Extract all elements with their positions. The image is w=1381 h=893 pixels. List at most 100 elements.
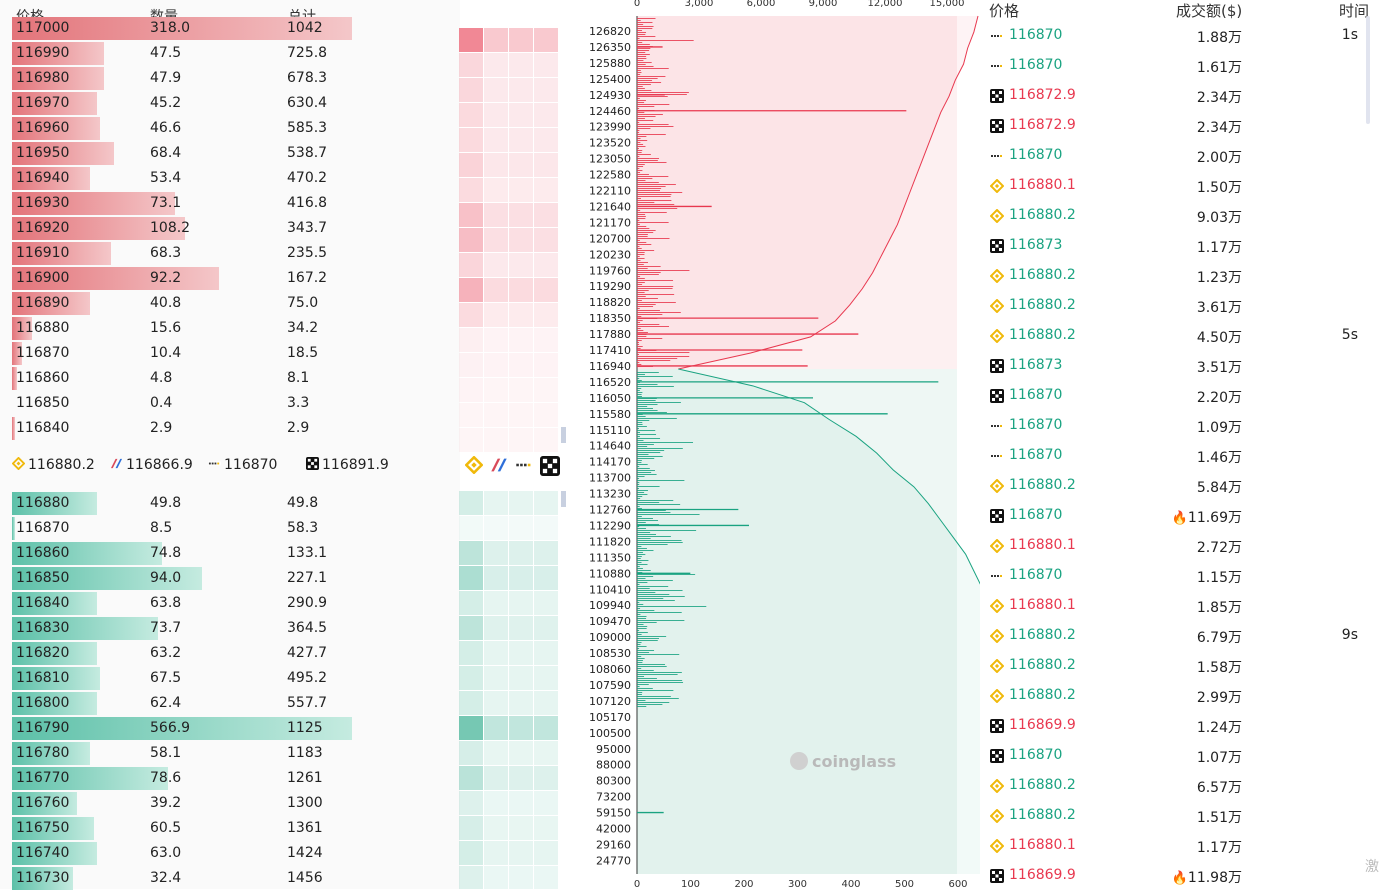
- ask-bar: [637, 148, 640, 149]
- bid-row[interactable]: 116790 566.9 1125: [12, 716, 460, 741]
- ask-row[interactable]: 116910 68.3 235.5: [12, 241, 460, 266]
- ask-row[interactable]: 116990 47.5 725.8: [12, 41, 460, 66]
- ask-row[interactable]: 116950 68.4 538.7: [12, 141, 460, 166]
- ask-bar: [637, 48, 651, 49]
- exchange-price-okx[interactable]: 116891.9: [306, 457, 389, 475]
- ask-row[interactable]: 116970 45.2 630.4: [12, 91, 460, 116]
- bid-row[interactable]: 116870 8.5 58.3: [12, 516, 460, 541]
- trade-row[interactable]: 116873 1.17万: [980, 231, 1370, 261]
- bid-qty: 78.6: [150, 770, 182, 786]
- bybit-icon[interactable]: [515, 456, 533, 478]
- ask-row[interactable]: 116840 2.9 2.9: [12, 416, 460, 441]
- trade-row[interactable]: 116869.9 1.24万: [980, 711, 1370, 741]
- y-price-label: 123050: [589, 153, 631, 166]
- ask-row[interactable]: 116870 10.4 18.5: [12, 341, 460, 366]
- trade-row[interactable]: 116870 1.88万 1s: [980, 21, 1370, 51]
- exchange-price-bybit[interactable]: 116870: [208, 457, 277, 475]
- ask-row[interactable]: 117000 318.0 1042: [12, 16, 460, 41]
- trade-row[interactable]: 116880.2 2.99万: [980, 681, 1370, 711]
- trade-row[interactable]: 116872.9 2.34万: [980, 111, 1370, 141]
- bid-row[interactable]: 116770 78.6 1261: [12, 766, 460, 791]
- ask-row[interactable]: 116860 4.8 8.1: [12, 366, 460, 391]
- bid-total: 290.9: [287, 595, 328, 611]
- trade-row[interactable]: 116870 1.61万: [980, 51, 1370, 81]
- bid-row[interactable]: 116840 63.8 290.9: [12, 591, 460, 616]
- ask-row[interactable]: 116900 92.2 167.2: [12, 266, 460, 291]
- trade-row[interactable]: 116872.9 2.34万: [980, 81, 1370, 111]
- exchange-price-other[interactable]: 116866.9: [110, 457, 193, 475]
- bid-row[interactable]: 116800 62.4 557.7: [12, 691, 460, 716]
- bid-bar: [637, 378, 640, 379]
- bid-bar: [637, 616, 647, 617]
- ask-bar: [637, 324, 660, 325]
- orderbook-scroll-marker[interactable]: [561, 491, 566, 507]
- trade-row[interactable]: 116870 🔥11.69万: [980, 501, 1370, 531]
- ask-row[interactable]: 116850 0.4 3.3: [12, 391, 460, 416]
- trade-row[interactable]: 116870 1.07万: [980, 741, 1370, 771]
- bid-bar: [637, 654, 680, 655]
- ask-bar: [637, 188, 662, 189]
- trade-row[interactable]: 116880.2 6.57万: [980, 771, 1370, 801]
- bid-price: 116840: [16, 595, 70, 611]
- trade-row[interactable]: 116873 3.51万: [980, 351, 1370, 381]
- ask-row[interactable]: 116930 73.1 416.8: [12, 191, 460, 216]
- bid-row[interactable]: 116760 39.2 1300: [12, 791, 460, 816]
- bid-row[interactable]: 116880 49.8 49.8: [12, 491, 460, 516]
- ask-bar: [637, 266, 661, 267]
- exchange-price-binance[interactable]: 116880.2: [11, 456, 95, 475]
- ask-bar: [637, 362, 640, 363]
- trade-row[interactable]: 116870 2.20万: [980, 381, 1370, 411]
- trade-row[interactable]: 116870 1.15万: [980, 561, 1370, 591]
- trade-row[interactable]: 116880.2 1.23万: [980, 261, 1370, 291]
- heat-cell: [534, 253, 558, 277]
- trade-row[interactable]: 116880.2 4.50万 5s: [980, 321, 1370, 351]
- ask-bar: [637, 308, 640, 309]
- trade-row[interactable]: 116880.1 1.17万: [980, 831, 1370, 861]
- trade-amount: 6.79万: [1140, 627, 1242, 647]
- bid-row[interactable]: 116860 74.8 133.1: [12, 541, 460, 566]
- trade-amount: 1.46万: [1140, 447, 1242, 467]
- trade-row[interactable]: 116870 2.00万: [980, 141, 1370, 171]
- ask-row[interactable]: 116980 47.9 678.3: [12, 66, 460, 91]
- other-icon[interactable]: [490, 456, 508, 478]
- binance-icon[interactable]: [464, 455, 484, 478]
- trade-row[interactable]: 116870 1.09万: [980, 411, 1370, 441]
- ask-bar: [637, 24, 644, 25]
- bid-row[interactable]: 116780 58.1 1183: [12, 741, 460, 766]
- orderbook-scroll-marker[interactable]: [561, 427, 566, 443]
- ask-bar: [637, 132, 640, 133]
- trade-row[interactable]: 116870 1.46万: [980, 441, 1370, 471]
- trade-row[interactable]: 116880.1 1.50万: [980, 171, 1370, 201]
- bid-bar: [637, 550, 654, 551]
- bid-row[interactable]: 116740 63.0 1424: [12, 841, 460, 866]
- trade-row[interactable]: 116880.1 2.72万: [980, 531, 1370, 561]
- trade-row[interactable]: 116880.2 3.61万: [980, 291, 1370, 321]
- trade-row[interactable]: 116880.2 1.51万: [980, 801, 1370, 831]
- bid-row[interactable]: 116830 73.7 364.5: [12, 616, 460, 641]
- trade-row[interactable]: 116869.9 🔥11.98万: [980, 861, 1370, 891]
- ask-row[interactable]: 116890 40.8 75.0: [12, 291, 460, 316]
- bid-bar: [637, 520, 659, 521]
- bid-row[interactable]: 116820 63.2 427.7: [12, 641, 460, 666]
- trade-row[interactable]: 116880.1 1.85万: [980, 591, 1370, 621]
- ask-row[interactable]: 116940 53.4 470.2: [12, 166, 460, 191]
- ask-row[interactable]: 116880 15.6 34.2: [12, 316, 460, 341]
- bid-row[interactable]: 116750 60.5 1361: [12, 816, 460, 841]
- bid-row[interactable]: 116810 67.5 495.2: [12, 666, 460, 691]
- bid-row[interactable]: 116850 94.0 227.1: [12, 566, 460, 591]
- ask-row[interactable]: 116960 46.6 585.3: [12, 116, 460, 141]
- heat-cell: [509, 766, 533, 790]
- heat-cell: [534, 766, 558, 790]
- trade-row[interactable]: 116880.2 6.79万 9s: [980, 621, 1370, 651]
- trade-row[interactable]: 116880.2 1.58万: [980, 651, 1370, 681]
- ask-bar: [637, 194, 672, 195]
- bid-qty: 60.5: [150, 820, 182, 836]
- bid-bar: [637, 598, 664, 599]
- trade-row[interactable]: 116880.2 5.84万: [980, 471, 1370, 501]
- okx-icon[interactable]: [540, 456, 560, 480]
- trades-scrollbar[interactable]: [1366, 16, 1370, 124]
- bid-row[interactable]: 116730 32.4 1456: [12, 866, 460, 891]
- ask-row[interactable]: 116920 108.2 343.7: [12, 216, 460, 241]
- trade-row[interactable]: 116880.2 9.03万: [980, 201, 1370, 231]
- trade-amount: 3.61万: [1140, 297, 1242, 317]
